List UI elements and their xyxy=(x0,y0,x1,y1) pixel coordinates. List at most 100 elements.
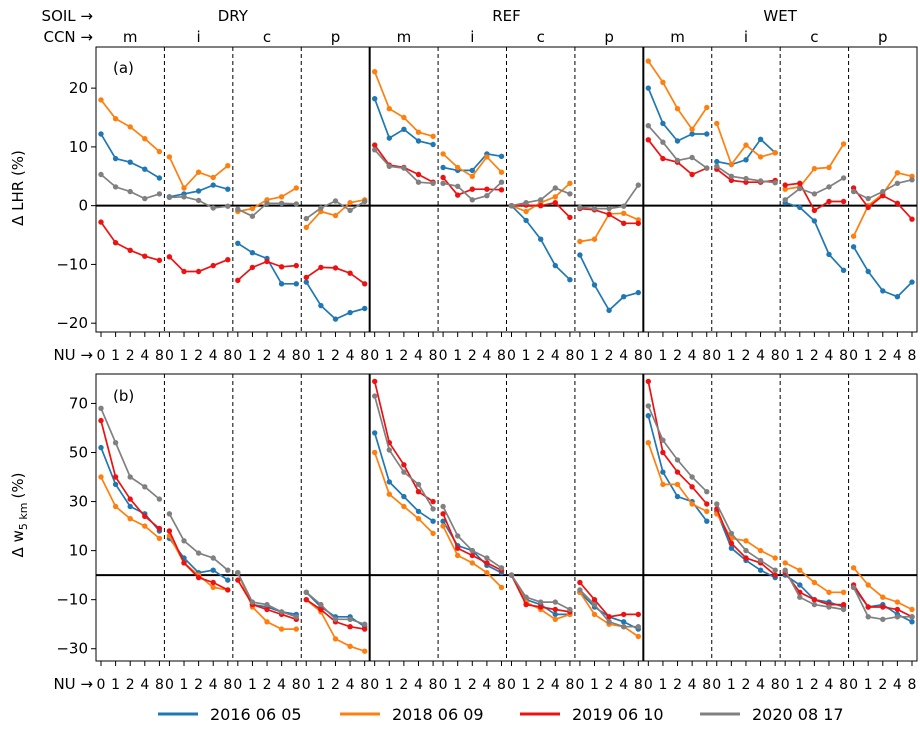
data-point xyxy=(674,469,681,475)
x-tick-label: 0 xyxy=(644,677,653,693)
data-point xyxy=(567,277,573,283)
data-point xyxy=(689,131,695,137)
data-point xyxy=(195,197,202,204)
data-point xyxy=(142,253,148,259)
ccn-header-label: CCN → xyxy=(43,28,93,46)
data-point xyxy=(577,238,583,245)
data-point xyxy=(538,203,544,209)
x-tick-label: 0 xyxy=(97,348,106,364)
series-line xyxy=(647,442,708,513)
panel-a-label: (a) xyxy=(113,59,134,77)
data-point xyxy=(567,191,573,197)
x-tick-label: 0 xyxy=(507,348,516,364)
data-point xyxy=(318,606,324,613)
x-tick-label: 2 xyxy=(194,348,203,364)
data-point xyxy=(621,210,627,216)
data-point xyxy=(757,136,764,142)
data-point xyxy=(249,213,256,219)
data-point xyxy=(674,157,681,164)
data-point xyxy=(660,469,666,475)
data-point xyxy=(591,597,598,603)
data-point xyxy=(372,430,378,436)
data-point xyxy=(156,148,163,155)
y-tick-label: 10 xyxy=(69,138,88,156)
data-point xyxy=(782,560,788,566)
data-point xyxy=(591,611,598,618)
data-point xyxy=(440,503,446,510)
y-tick-label: 10 xyxy=(69,542,88,560)
data-point xyxy=(797,594,803,600)
data-point xyxy=(909,614,915,620)
data-point xyxy=(303,224,309,231)
data-point xyxy=(142,136,148,142)
data-point xyxy=(235,277,241,283)
data-point xyxy=(894,200,901,206)
data-point xyxy=(278,281,285,287)
data-point xyxy=(278,609,285,615)
nu-label-b: NU → xyxy=(53,675,93,693)
data-point xyxy=(797,180,803,186)
data-point xyxy=(293,201,299,207)
panel-b-label: (b) xyxy=(113,387,134,405)
x-tick-label: 1 xyxy=(590,348,599,364)
series-line xyxy=(647,60,708,131)
x-tick-label: 8 xyxy=(223,348,232,364)
data-point xyxy=(430,133,436,139)
data-point xyxy=(440,174,446,181)
x-tick-label: 2 xyxy=(399,348,408,364)
data-point xyxy=(567,180,573,186)
data-point xyxy=(127,247,133,253)
data-point xyxy=(772,567,778,573)
x-tick-label: 1 xyxy=(658,348,667,364)
legend-label: 2018 06 09 xyxy=(392,705,484,724)
data-point xyxy=(674,481,681,488)
x-tick-label: 8 xyxy=(292,677,301,693)
x-tick-label: 0 xyxy=(165,677,174,693)
data-point xyxy=(660,449,666,456)
x-tick-label: 2 xyxy=(605,348,614,364)
x-tick-label: 2 xyxy=(536,677,545,693)
data-point xyxy=(156,496,163,502)
data-point xyxy=(195,268,202,275)
x-tick-label: 8 xyxy=(155,677,164,693)
x-tick-label: 2 xyxy=(468,677,477,693)
data-point xyxy=(386,479,392,485)
data-point xyxy=(318,205,324,211)
data-point xyxy=(484,193,490,199)
data-point xyxy=(303,597,309,603)
data-point xyxy=(225,186,231,192)
data-point xyxy=(264,258,270,265)
data-point xyxy=(372,378,378,385)
x-tick-label: 8 xyxy=(634,348,643,364)
x-tick-label: 2 xyxy=(331,348,340,364)
data-point xyxy=(98,474,104,480)
data-point xyxy=(865,195,871,202)
data-point xyxy=(850,244,857,250)
x-tick-label: 0 xyxy=(712,677,721,693)
data-point xyxy=(757,547,764,554)
data-point xyxy=(415,489,422,495)
ccn-label-i: i xyxy=(744,28,748,46)
data-point xyxy=(332,265,339,271)
data-point xyxy=(552,262,558,269)
data-point xyxy=(621,220,627,226)
x-tick-label: 8 xyxy=(839,348,848,364)
data-point xyxy=(840,198,847,205)
data-point xyxy=(894,599,901,605)
x-tick-label: 0 xyxy=(575,348,584,364)
x-tick-label: 4 xyxy=(140,348,149,364)
data-point xyxy=(142,523,148,529)
x-tick-label: 1 xyxy=(385,348,394,364)
data-point xyxy=(894,180,901,186)
data-point xyxy=(455,164,461,171)
x-tick-label: 2 xyxy=(741,677,750,693)
x-tick-label: 8 xyxy=(908,677,917,693)
x-tick-label: 4 xyxy=(482,677,491,693)
x-tick-label: 4 xyxy=(414,677,423,693)
legend-label: 2020 08 17 xyxy=(752,705,844,724)
data-point xyxy=(98,171,104,178)
data-point xyxy=(811,579,818,586)
data-point xyxy=(347,624,353,630)
x-tick-label: 8 xyxy=(771,348,780,364)
